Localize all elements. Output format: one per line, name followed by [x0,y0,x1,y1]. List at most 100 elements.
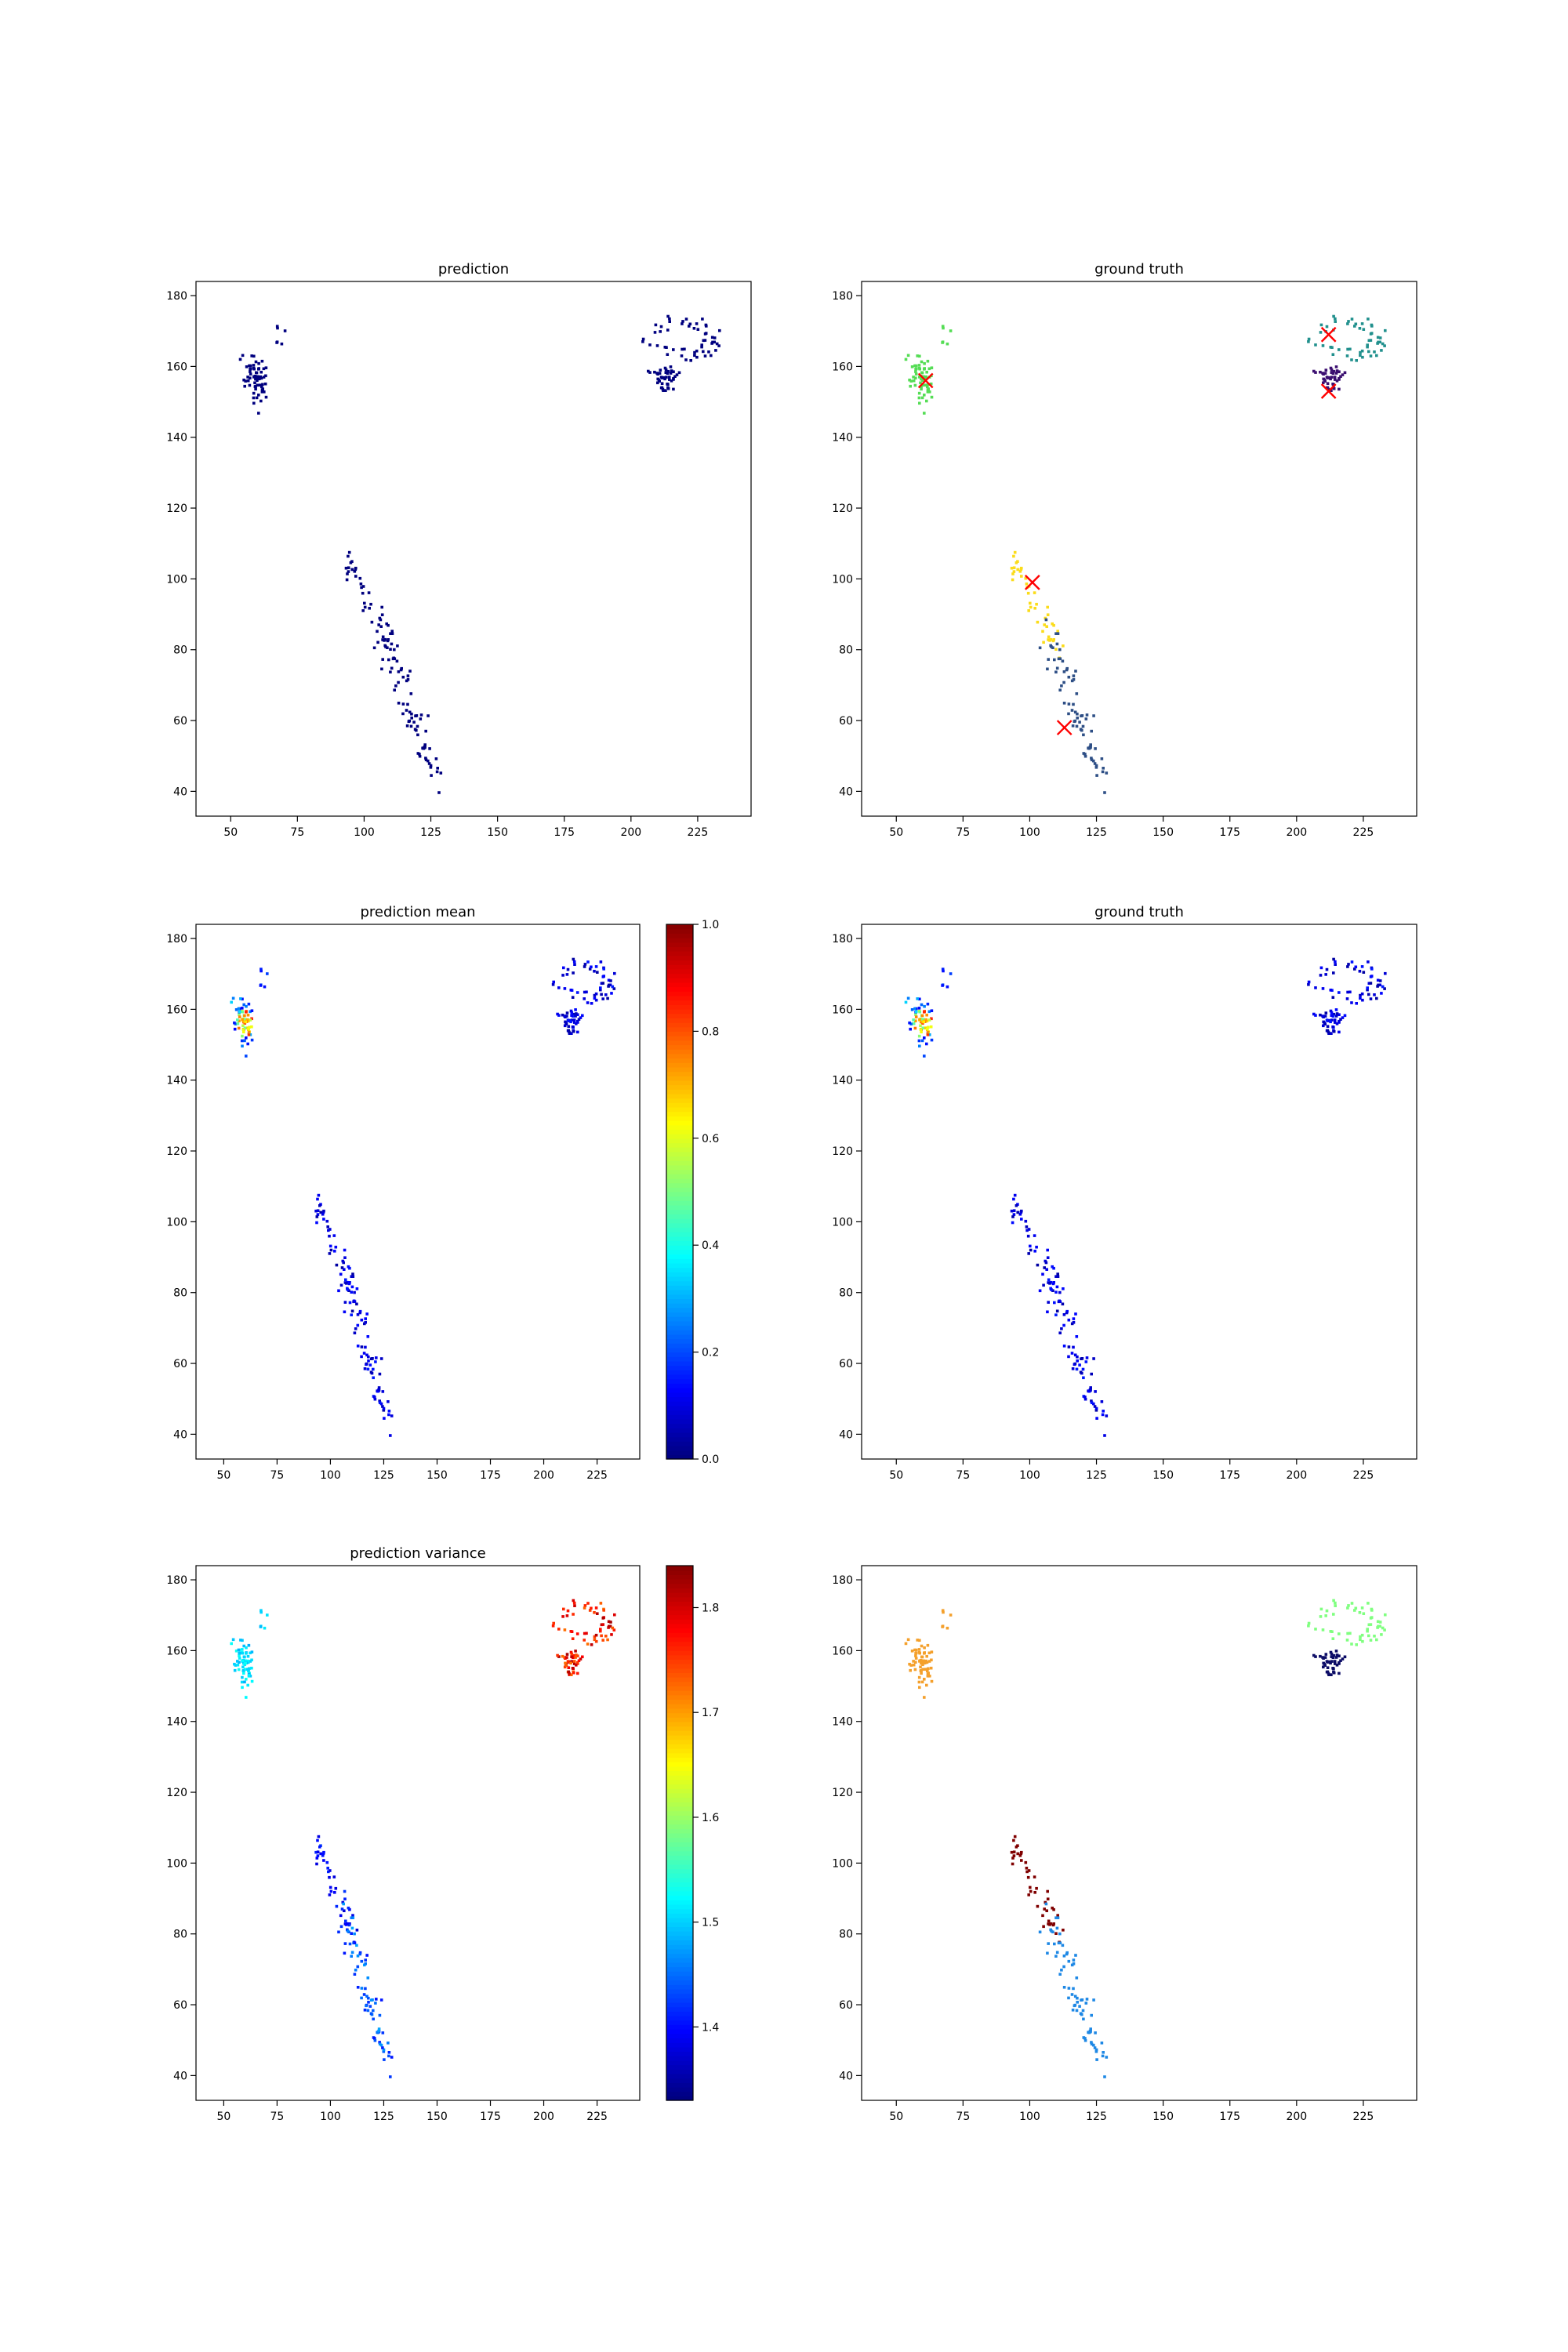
scatter-point [1319,1607,1323,1611]
scatter-point [341,1259,345,1263]
scatter-point [1046,605,1049,609]
scatter-point [364,1317,367,1320]
scatter-point [693,354,696,358]
scatter-point [1055,1309,1059,1313]
scatter-point [579,1657,583,1661]
y-tick-label: 40 [173,1428,187,1441]
colorbar-segment [666,1770,693,1776]
scatter-point [572,971,575,975]
scatter-point [1046,1310,1049,1314]
scatter-point [1329,377,1332,381]
scatter-point [236,1022,240,1025]
scatter-point [1369,1617,1373,1620]
scatter-point [316,1197,319,1201]
scatter-point [368,1363,372,1367]
x-tick-label: 100 [320,2111,341,2123]
x-tick-label: 200 [1286,826,1307,839]
scatter-point [1073,1363,1076,1367]
colorbar-segment [666,1164,693,1171]
x-tick-label: 225 [688,826,709,839]
colorbar-segment [666,1775,693,1780]
scatter-point [350,1313,353,1316]
scatter-point [666,353,670,356]
scatter-point [354,566,358,570]
scatter-point [238,358,242,361]
scatter-point [1090,729,1093,733]
y-tick-label: 80 [839,1929,853,1941]
scatter-point [333,1891,336,1894]
scatter-point [663,366,667,370]
scatter-point [1375,1638,1378,1642]
scatter-point [366,1976,370,1980]
scatter-point [927,1651,931,1655]
scatter-point [1082,2017,1085,2021]
scatter-point [927,1667,930,1671]
scatter-point [1370,325,1374,328]
scatter-point [343,1942,347,1945]
scatter-point [1062,702,1066,705]
scatter-point [332,1875,336,1878]
scatter-point [256,383,259,387]
scatter-point [658,372,662,375]
scatter-point [1020,1209,1023,1213]
scatter-point [663,346,667,349]
scatter-point [260,359,264,363]
scatter-point [600,982,604,985]
scatter-point [365,2004,368,2008]
scatter-point [387,2054,390,2058]
scatter-point [345,1923,348,1926]
scatter-point [1051,1906,1054,1910]
scatter-point [426,714,430,717]
scatter-point [1029,601,1032,605]
scatter-point [600,1634,603,1638]
scatter-point [1062,644,1065,648]
scatter-point [1061,1302,1065,1306]
scatter-point [920,1030,923,1034]
colorbar-segment [666,1601,693,1606]
colorbar-segment [666,968,693,975]
scatter-point [1043,1907,1046,1911]
scatter-point [1321,372,1324,375]
scatter-point [423,743,426,746]
scatter-point [647,369,650,373]
y-tick-label: 120 [832,1145,853,1158]
colorbar-segment [666,2002,693,2008]
scatter-point [1067,702,1071,706]
scatter-point [350,1955,353,1958]
scatter-point [364,1962,367,1965]
colorbar-segment [666,1227,693,1232]
scatter-point [715,342,719,346]
scatter-point [1350,1642,1353,1646]
scatter-point [590,965,593,969]
scatter-point [260,969,263,973]
colorbar-frame [666,1565,694,2101]
scatter-point [1071,2009,1075,2012]
scatter-point [1025,1870,1029,1874]
scatter-point [573,963,576,966]
scatter-point [384,645,387,648]
scatter-point [1332,1653,1336,1657]
colorbar-segment [666,1948,693,1955]
scatter-point [561,1013,564,1017]
scatter-point [920,387,923,391]
scatter-point [366,1335,370,1338]
scatter-point [556,1653,559,1657]
scatter-point [1076,1996,1079,2000]
scatter-point [1366,988,1369,992]
scatter-point [1360,992,1364,996]
scatter-point [241,1686,244,1690]
scatter-point [373,1397,377,1401]
colorbar-segment [666,1272,693,1277]
scatter-point [259,383,262,387]
colorbar-segment [666,1810,693,1816]
colorbar-segment [666,1276,693,1282]
scatter-point [1353,1609,1356,1612]
colorbar-segment [666,1441,693,1446]
scatter-point [1051,639,1055,643]
scatter-point [1038,1930,1042,1934]
scatter-point [1326,1029,1330,1033]
scatter-point [276,326,279,330]
scatter-point [259,984,263,987]
scatter-point [329,1248,333,1252]
scatter-point [246,376,249,379]
